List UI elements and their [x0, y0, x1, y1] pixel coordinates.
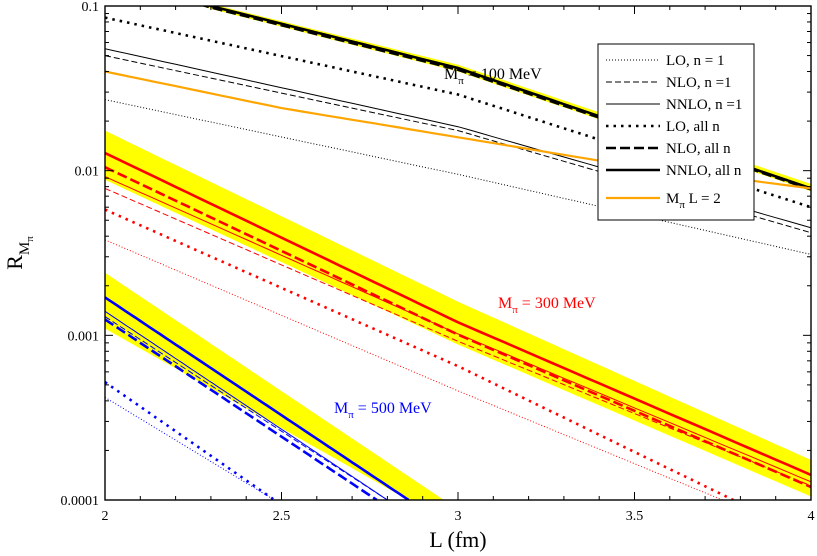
legend-label-lo-n1: LO, n = 1: [666, 53, 724, 69]
series-500mev-thin-solid: [105, 310, 388, 500]
band-500mev: [105, 272, 444, 500]
y-tick-label: 0.0001: [61, 494, 100, 509]
series-300mev-thin-solid: [105, 176, 811, 483]
y-axis-title-main: R: [2, 255, 27, 270]
legend: LO, n = 1 NLO, n =1 NNLO, n =1 LO, all n…: [597, 43, 755, 221]
series-300mev-thick-dotted: [105, 208, 734, 500]
y-tick-label: 0.1: [82, 0, 100, 15]
x-tick-label: 3.5: [626, 509, 644, 524]
series-500mev-thick-dashed: [105, 318, 378, 500]
y-tick-label: 0.001: [68, 329, 100, 344]
annotation-100mev: Mπ = 100 MeV: [444, 66, 542, 87]
x-axis-title: L (fm): [429, 527, 486, 552]
svg-text:RMπ: RMπ: [2, 236, 36, 270]
x-tick-label: 2.5: [273, 509, 291, 524]
annotation-300mev: Mπ = 300 MeV: [498, 295, 596, 316]
legend-label-nlo-all: NLO, all n: [666, 141, 731, 157]
axis-ticks: 2 2.5 3 3.5 4 0.0001 0.001 0.01 0.1: [61, 0, 815, 524]
series-300mev-thick-dashed: [105, 166, 811, 489]
annotation-500mev: Mπ = 500 MeV: [334, 400, 432, 421]
legend-label-nnlo-n1: NNLO, n =1: [666, 97, 742, 113]
legend-box: [597, 43, 755, 221]
uncertainty-bands: [105, 6, 811, 500]
series-500mev-thin-dashed: [105, 316, 388, 500]
x-tick-label: 2: [102, 509, 109, 524]
legend-label-lo-all: LO, all n: [666, 119, 720, 135]
y-axis-title-sub: M: [17, 242, 33, 255]
series-100mev-thin-dotted: [105, 99, 811, 255]
legend-label-nlo-n1: NLO, n =1: [666, 75, 732, 91]
y-axis-title-subsub: π: [24, 236, 36, 242]
band-300mev: [105, 130, 811, 497]
series-500mev-thin-dotted: [105, 396, 275, 500]
y-tick-label: 0.01: [75, 165, 100, 180]
x-tick-label: 4: [808, 509, 815, 524]
series-100mev-thick-dashed: [201, 6, 811, 191]
series-500mev-thick-solid: [105, 296, 410, 500]
y-axis-title: RMπ: [2, 236, 36, 270]
series-300mev-thick-solid: [105, 151, 811, 477]
legend-label-nnlo-all: NNLO, all n: [666, 163, 742, 179]
series-300mev-thin-dashed: [105, 187, 811, 487]
legend-label-ml2: Mπ L = 2: [666, 191, 721, 211]
x-tick-label: 3: [455, 509, 462, 524]
